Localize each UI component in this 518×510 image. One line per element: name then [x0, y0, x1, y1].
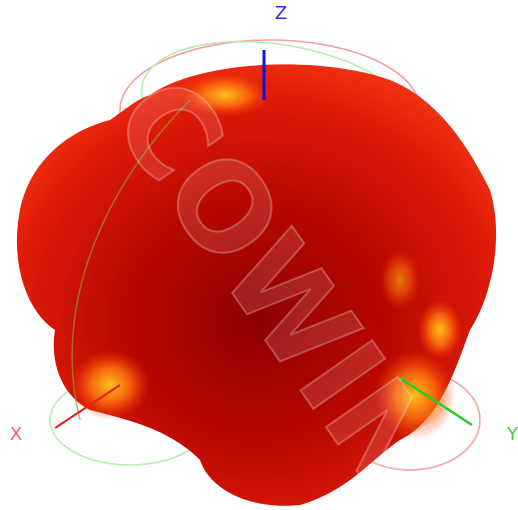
highlight — [70, 350, 150, 420]
x-axis — [54, 384, 121, 429]
y-label: Y — [506, 424, 518, 445]
highlight — [418, 300, 462, 360]
x-label: X — [10, 424, 22, 445]
z-label: Z — [275, 3, 287, 24]
highlights — [70, 73, 462, 440]
highlight — [380, 250, 420, 310]
y-axis — [399, 376, 473, 427]
highlight — [180, 73, 270, 117]
arc-over-body — [71, 99, 191, 421]
highlight — [375, 350, 455, 440]
